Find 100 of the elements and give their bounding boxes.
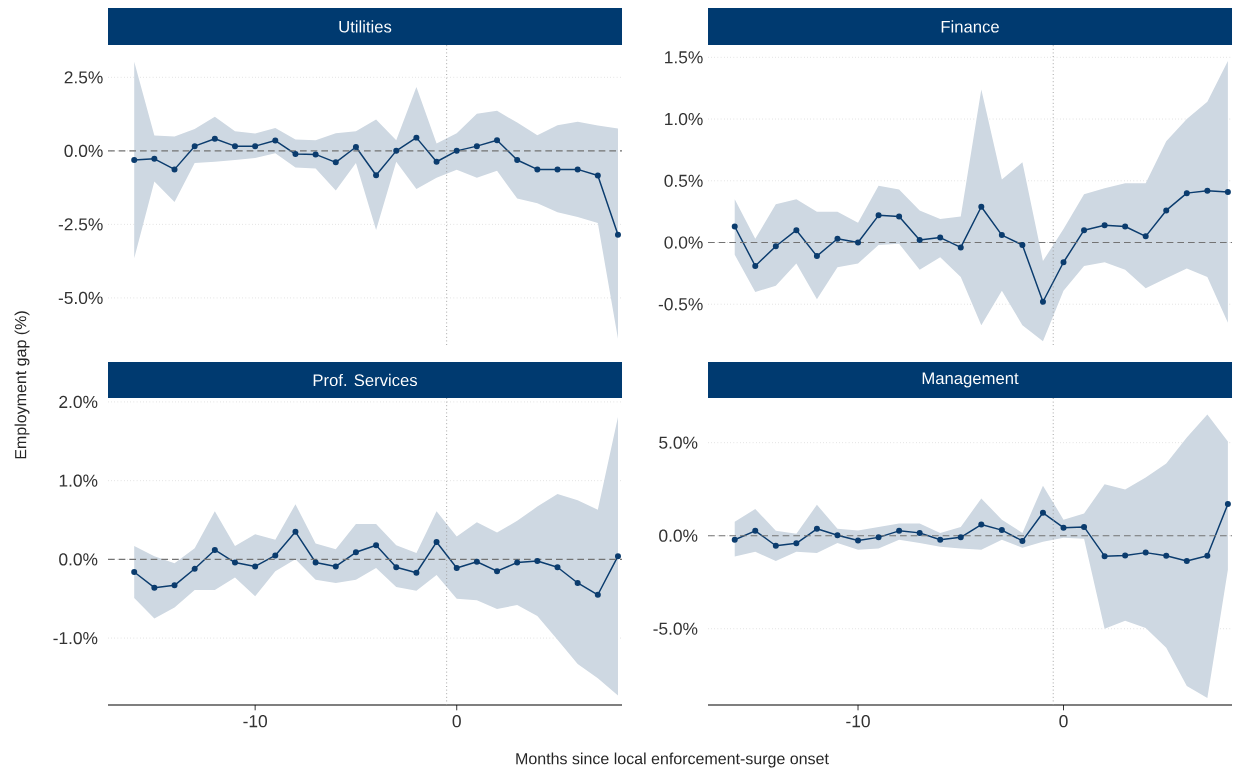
point	[272, 137, 279, 144]
point	[793, 227, 800, 234]
point	[1224, 188, 1231, 195]
point	[1081, 523, 1088, 530]
point	[534, 166, 541, 173]
point	[875, 212, 882, 219]
point	[1081, 227, 1088, 234]
y-tick-label: 0.5%	[664, 174, 703, 187]
point	[855, 239, 862, 246]
y-tick-label: -1.0%	[53, 631, 98, 645]
y-tick-label: 2.0%	[59, 395, 98, 409]
point	[514, 559, 521, 566]
point	[151, 155, 158, 162]
point	[554, 564, 561, 571]
point	[752, 527, 759, 534]
point	[171, 582, 178, 589]
point	[252, 143, 259, 150]
point	[151, 584, 158, 591]
point	[834, 532, 841, 539]
point	[594, 591, 601, 598]
point	[896, 527, 903, 534]
point	[191, 565, 198, 572]
y-tick-label: 0.0%	[64, 144, 103, 158]
x-tick-label: 0	[1059, 715, 1068, 728]
point	[1142, 549, 1149, 556]
point	[554, 166, 561, 173]
y-tick-label: 2.5%	[64, 71, 103, 84]
point	[272, 552, 279, 559]
point	[1204, 552, 1211, 559]
point	[373, 542, 380, 549]
point	[855, 537, 862, 544]
point	[494, 137, 501, 144]
point	[131, 157, 138, 164]
point	[1122, 552, 1129, 559]
point	[252, 563, 259, 570]
y-axis-title: Employment gap (%)	[14, 311, 30, 459]
x-axis-title: Months since local enforcement-surge onset	[516, 752, 829, 768]
x-tick-label: -10	[846, 715, 870, 728]
point	[1204, 187, 1211, 194]
point	[574, 166, 581, 173]
point	[1224, 501, 1231, 508]
point	[393, 147, 400, 154]
point	[433, 158, 440, 165]
point	[312, 151, 319, 158]
y-tick-label: -0.5%	[658, 298, 703, 311]
point	[292, 528, 299, 535]
point	[916, 529, 923, 536]
point	[731, 223, 738, 230]
x-tick-label: -10	[243, 715, 268, 728]
point	[978, 203, 985, 210]
y-tick-label: -5.0%	[58, 291, 103, 305]
point	[731, 536, 738, 543]
point	[373, 172, 380, 179]
y-tick-label: 0.0%	[664, 236, 703, 249]
point	[1019, 242, 1026, 249]
point	[772, 542, 779, 549]
point	[131, 569, 138, 576]
y-tick-label: 0.0%	[59, 553, 98, 566]
point	[171, 166, 178, 173]
point	[393, 564, 400, 571]
point	[413, 134, 420, 141]
point	[916, 237, 923, 244]
point	[937, 536, 944, 543]
point	[1039, 509, 1046, 516]
point	[352, 144, 359, 151]
point	[1101, 553, 1108, 560]
point	[433, 539, 440, 546]
y-tick-label: 0.0%	[659, 529, 698, 542]
chart-title: Prof. Services	[313, 373, 418, 387]
point	[1060, 524, 1067, 531]
point	[813, 525, 820, 532]
point	[752, 263, 759, 270]
point	[473, 143, 480, 150]
chart-title: Utilities	[339, 20, 392, 33]
y-tick-label: 1.5%	[665, 51, 703, 64]
point	[352, 549, 359, 556]
y-tick-label: 1.0%	[59, 474, 98, 487]
x-tick-label: 0	[452, 715, 461, 728]
chart-title: Finance	[941, 20, 999, 33]
point	[594, 172, 601, 179]
point	[1183, 558, 1190, 565]
point	[494, 568, 501, 575]
point	[957, 534, 964, 541]
y-tick-label: -5.0%	[653, 622, 698, 635]
point	[896, 213, 903, 220]
point	[413, 569, 420, 576]
point	[614, 553, 621, 560]
point	[211, 135, 218, 142]
point	[1163, 207, 1170, 214]
point	[937, 234, 944, 241]
point	[834, 235, 841, 242]
point	[1183, 190, 1190, 197]
point	[332, 159, 339, 166]
point	[231, 559, 238, 566]
point	[211, 546, 218, 553]
point	[191, 143, 198, 150]
point	[1122, 223, 1129, 230]
y-tick-label: -2.5%	[58, 218, 103, 231]
point	[978, 521, 985, 528]
y-tick-label: 5.0%	[659, 436, 698, 449]
